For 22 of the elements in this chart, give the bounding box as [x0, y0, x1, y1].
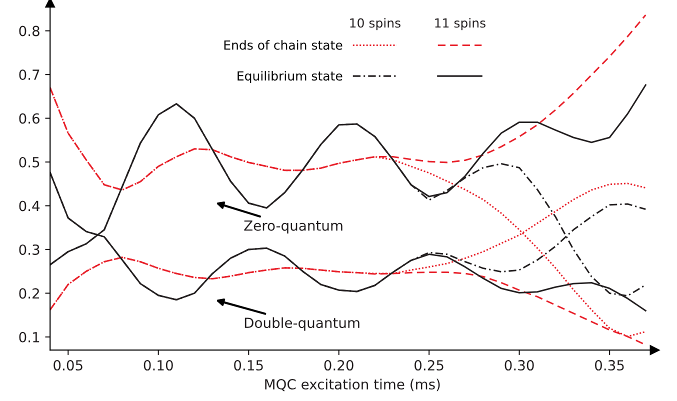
x-tick-label: 0.15: [234, 360, 263, 371]
y-tick-label: 0.4: [19, 200, 40, 212]
x-tick-label: 0.05: [54, 360, 82, 371]
y-tick-label: 0.2: [19, 288, 39, 299]
annotation: 11 spins: [435, 18, 486, 30]
y-tick-label: 0.8: [19, 26, 40, 36]
annotation: 10 spins: [350, 18, 400, 30]
annotation: Zero-quantum: [244, 220, 342, 234]
x-tick-label: 0.25: [414, 360, 444, 371]
legend-label: Equilibrium state: [238, 70, 342, 84]
y-tick-label: 0.7: [19, 70, 40, 80]
y-tick-label: 0.1: [19, 332, 40, 342]
y-tick-label: 0.6: [19, 113, 40, 124]
legend-label: Ends of chain state: [224, 40, 342, 50]
x-tick-label: 0.20: [324, 360, 354, 371]
x-tick-label: 0.10: [144, 360, 173, 371]
y-tick-label: 0.5: [19, 156, 40, 168]
y-tick-label: 0.3: [19, 244, 40, 255]
annotation: Double-quantum: [244, 317, 360, 331]
x-tick-label: 0.30: [504, 360, 534, 371]
x-axis-title: MQC excitation time (ms): [265, 378, 440, 392]
x-tick-label: 0.35: [594, 360, 624, 371]
